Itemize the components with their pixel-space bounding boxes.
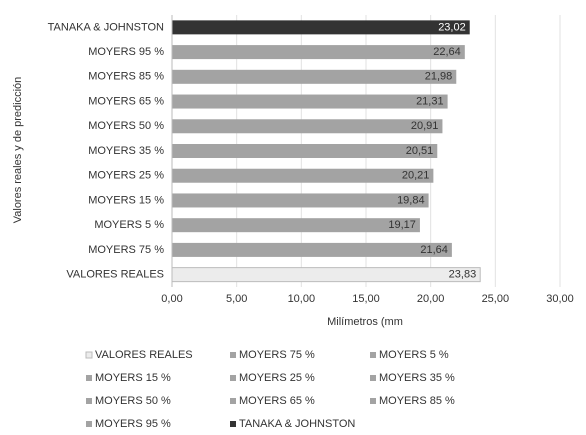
bar (172, 20, 470, 35)
legend-label: MOYERS 95 % (95, 418, 171, 430)
x-tick-label: 25,00 (482, 293, 510, 305)
legend-swatch (370, 398, 376, 404)
y-tick-label: MOYERS 15 % (88, 194, 164, 206)
legend-swatch (230, 352, 236, 358)
value-label: 20,91 (411, 120, 439, 132)
legend-swatch (230, 421, 236, 427)
bar (172, 144, 438, 158)
legend-swatch (86, 398, 92, 404)
legend-swatch (86, 375, 92, 381)
x-tick-label: 30,00 (546, 293, 574, 305)
legend-label: MOYERS 50 % (95, 395, 171, 407)
legend-label: MOYERS 25 % (239, 372, 315, 384)
bar (172, 193, 429, 208)
value-label: 23,02 (438, 21, 466, 33)
y-tick-label: MOYERS 25 % (88, 170, 164, 182)
legend-label: MOYERS 85 % (379, 395, 455, 407)
x-tick-label: 10,00 (288, 293, 316, 305)
value-label: 21,31 (416, 95, 444, 107)
y-tick-label: MOYERS 75 % (88, 244, 164, 256)
y-tick-label: MOYERS 65 % (88, 95, 164, 107)
legend-swatch (230, 398, 236, 404)
value-label: 21,98 (425, 71, 453, 83)
legend-label: VALORES REALES (95, 349, 193, 361)
x-tick-label: 15,00 (352, 293, 380, 305)
legend-label: TANAKA & JOHNSTON (239, 418, 355, 430)
legend-swatch (370, 352, 376, 358)
legend-swatch (86, 421, 92, 427)
bar (172, 94, 448, 109)
value-label: 21,64 (420, 244, 448, 256)
legend-swatch (85, 351, 93, 359)
legend-label: MOYERS 5 % (379, 349, 449, 361)
legend-swatch (370, 375, 376, 381)
y-tick-label: MOYERS 50 % (88, 120, 164, 132)
bar (171, 267, 481, 283)
bar (172, 242, 452, 257)
x-tick-label: 0,00 (161, 293, 182, 305)
value-label: 19,17 (388, 219, 416, 231)
value-label: 20,21 (402, 170, 430, 182)
y-tick-label: TANAKA & JOHNSTON (48, 21, 164, 33)
x-axis-title: Milímetros (mm (327, 316, 403, 328)
y-tick-label: MOYERS 85 % (88, 71, 164, 83)
legend-label: MOYERS 15 % (95, 372, 171, 384)
bar (172, 218, 420, 233)
legend-swatch (230, 375, 236, 381)
value-label: 19,84 (397, 194, 425, 206)
value-label: 23,83 (449, 269, 477, 281)
y-tick-label: MOYERS 95 % (88, 46, 164, 58)
bar (172, 69, 457, 84)
value-label: 22,64 (433, 46, 461, 58)
bar (172, 45, 465, 60)
y-tick-label: VALORES REALES (66, 269, 164, 281)
x-tick-label: 5,00 (226, 293, 247, 305)
legend-label: MOYERS 75 % (239, 349, 315, 361)
legend-label: MOYERS 65 % (239, 395, 315, 407)
y-axis-title: Valores reales y de predicción (12, 77, 24, 224)
value-label: 20,51 (406, 145, 434, 157)
bar (172, 119, 443, 134)
x-tick-label: 20,00 (417, 293, 445, 305)
bar (172, 168, 434, 183)
y-tick-label: MOYERS 5 % (94, 219, 164, 231)
y-tick-label: MOYERS 35 % (88, 145, 164, 157)
legend-label: MOYERS 35 % (379, 372, 455, 384)
